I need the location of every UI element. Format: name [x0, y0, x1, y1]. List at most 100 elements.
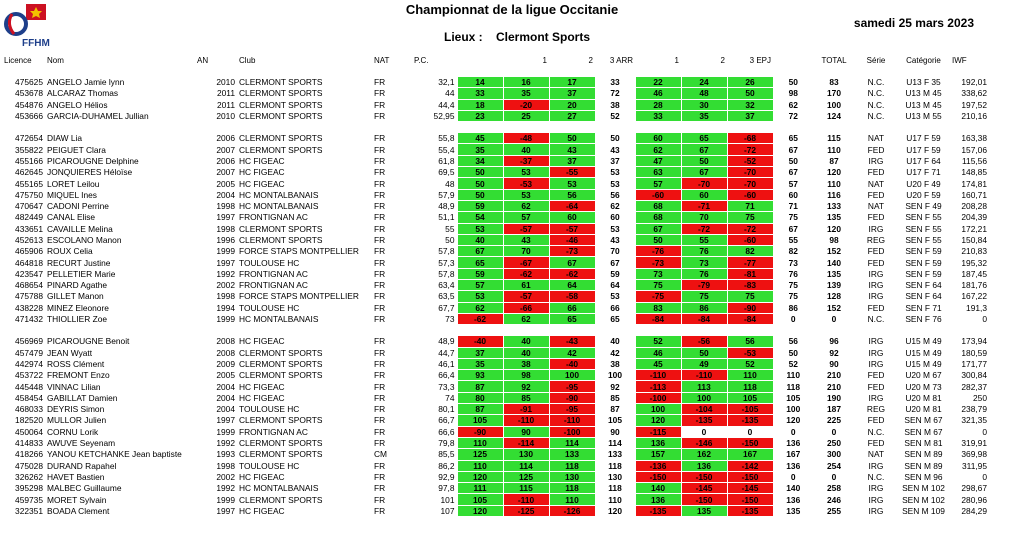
cj-best: 67: [788, 223, 798, 234]
category: SEN M 81: [904, 438, 943, 449]
club-name: CLERMONT SPORTS: [239, 347, 323, 358]
cj-attempt-2: 60: [680, 188, 728, 201]
snatch-attempt-3: 64: [548, 279, 596, 292]
snatch-attempt-2: 62: [502, 199, 550, 213]
club-name: CLERMONT SPORTS: [239, 370, 323, 381]
nationality: FR: [374, 280, 386, 291]
header-spacer: [773, 56, 813, 66]
category: SEN M 109: [902, 505, 945, 516]
category: U17 F 71: [906, 167, 941, 178]
athlete-row: 450064 CORNU Lorik 1999 FRONTIGNAN AC FR 66,6…: [2, 425, 989, 438]
cj-attempt-1: 100: [634, 403, 682, 416]
total: 250: [827, 438, 841, 449]
birth-year: 1998: [216, 291, 235, 302]
nationality: FR: [374, 347, 386, 358]
nationality: FR: [374, 257, 386, 268]
series: IRG: [868, 280, 884, 291]
cj-attempt-2: 49: [680, 357, 728, 371]
header-row: Licence Nom AN Club NAT P.C. 1 2 3 ARR 1 2 3 EPJ TOT…: [2, 56, 989, 66]
snatch-attempt-3: 114: [548, 436, 596, 450]
column-header: 2: [588, 56, 593, 65]
snatch-attempt-2: 40: [502, 346, 550, 359]
category: SEN M 89: [904, 460, 943, 471]
snatch-attempt-3: 53: [548, 177, 596, 190]
column-header: P.C.: [414, 56, 429, 65]
athlete-name: LORET Leilou: [47, 178, 100, 189]
category: U17 F 64: [906, 155, 941, 166]
header-spacer: [457, 56, 503, 66]
cj-attempt-1: 75: [634, 279, 682, 292]
cj-best: 75: [788, 212, 798, 223]
series: REG: [866, 235, 886, 245]
cj-attempt-2: 135: [680, 504, 728, 517]
category: U20 M 67: [905, 370, 942, 381]
club-name: HC MONTALBANAIS: [239, 189, 319, 200]
athlete-name: PICAROUGNE Benoit: [47, 336, 130, 347]
cj-attempt-2: -71: [680, 199, 728, 213]
snatch-attempt-2: -62: [502, 267, 550, 281]
cj-attempt-1: 33: [634, 109, 682, 123]
cj-attempt-1: 68: [634, 211, 682, 224]
licence-cell: 355822: [15, 144, 43, 155]
licence-cell: 458454: [15, 392, 43, 403]
nationality: FR: [374, 111, 386, 122]
cj-best: 140: [786, 483, 801, 494]
club-name: HC FIGEAC: [239, 167, 285, 178]
snatch-attempt-1: 57: [456, 279, 504, 292]
results-table: Licence Nom AN Club NAT P.C. 1 2 3 ARR 1 2 3 EPJ TOT…: [2, 56, 989, 517]
series: IRG: [868, 483, 884, 494]
snatch-attempt-1: 50: [456, 177, 504, 190]
club-name: FRONTIGNAN AC: [239, 268, 308, 279]
snatch-attempt-3: 37: [548, 87, 596, 100]
cj-attempt-2: 50: [680, 346, 728, 359]
licence-cell: 475625: [15, 77, 43, 88]
club-name: FORCE STAPS MONTPELLIER: [239, 291, 359, 302]
club-name: CLERMONT SPORTS: [239, 111, 323, 122]
birth-year: 1997: [216, 415, 235, 426]
birth-year: 2005: [216, 178, 235, 189]
cj-best: 110: [786, 370, 800, 381]
category: SEN F 59: [905, 246, 942, 257]
category: U20 F 59: [906, 189, 941, 200]
iwf-points: 180,59: [961, 347, 987, 358]
cj-best: 72: [788, 111, 798, 122]
series: IRG: [868, 358, 884, 369]
cj-attempt-2: 50: [680, 154, 728, 168]
cj-attempt-2: 67: [680, 143, 728, 156]
body-weight: 69,5: [438, 167, 455, 178]
snatch-best: 38: [610, 358, 620, 369]
snatch-attempt-2: 40: [502, 335, 550, 348]
series: FED: [867, 415, 885, 426]
birth-year: 1992: [216, 438, 235, 449]
cj-attempt-2: 76: [680, 245, 728, 258]
cj-attempt-1: 52: [634, 335, 682, 348]
body-weight: 55: [445, 223, 455, 234]
iwf-points: 0: [982, 471, 987, 482]
athlete-name: GARCIA-DUHAMEL Jullian: [47, 111, 149, 122]
cj-attempt-3: 32: [726, 98, 774, 111]
snatch-attempt-1: 23: [456, 109, 504, 123]
snatch-attempt-2: 125: [502, 470, 550, 484]
nationality: FR: [374, 381, 386, 392]
snatch-attempt-2: 90: [502, 425, 550, 438]
iwf-points: 210,16: [961, 111, 987, 122]
athlete-name: YANOU KETCHANKE Jean baptiste: [47, 449, 182, 460]
athlete-name: THIOLLIER Zoe: [47, 314, 108, 325]
snatch-attempt-3: 67: [548, 256, 596, 269]
series: N.C.: [867, 314, 885, 325]
total: 225: [827, 415, 841, 426]
licence-cell: 414833: [15, 438, 43, 449]
licence-cell: 459735: [15, 494, 43, 505]
cj-attempt-1: 83: [634, 301, 682, 314]
cj-attempt-3: 110: [726, 369, 774, 382]
athlete-row: 472654 DIAW Lia 2006 CLERMONT SPORTS FR 55,8 4…: [2, 132, 989, 145]
total: 92: [829, 347, 839, 358]
snatch-attempt-1: 120: [456, 504, 504, 517]
birth-year: 1999: [216, 426, 235, 437]
total: 246: [827, 494, 841, 505]
cj-attempt-2: 86: [680, 301, 728, 314]
cj-best: 120: [786, 415, 801, 426]
cj-attempt-2: 55: [680, 233, 728, 247]
snatch-attempt-2: -125: [502, 504, 550, 517]
cj-attempt-3: 52: [726, 357, 774, 371]
